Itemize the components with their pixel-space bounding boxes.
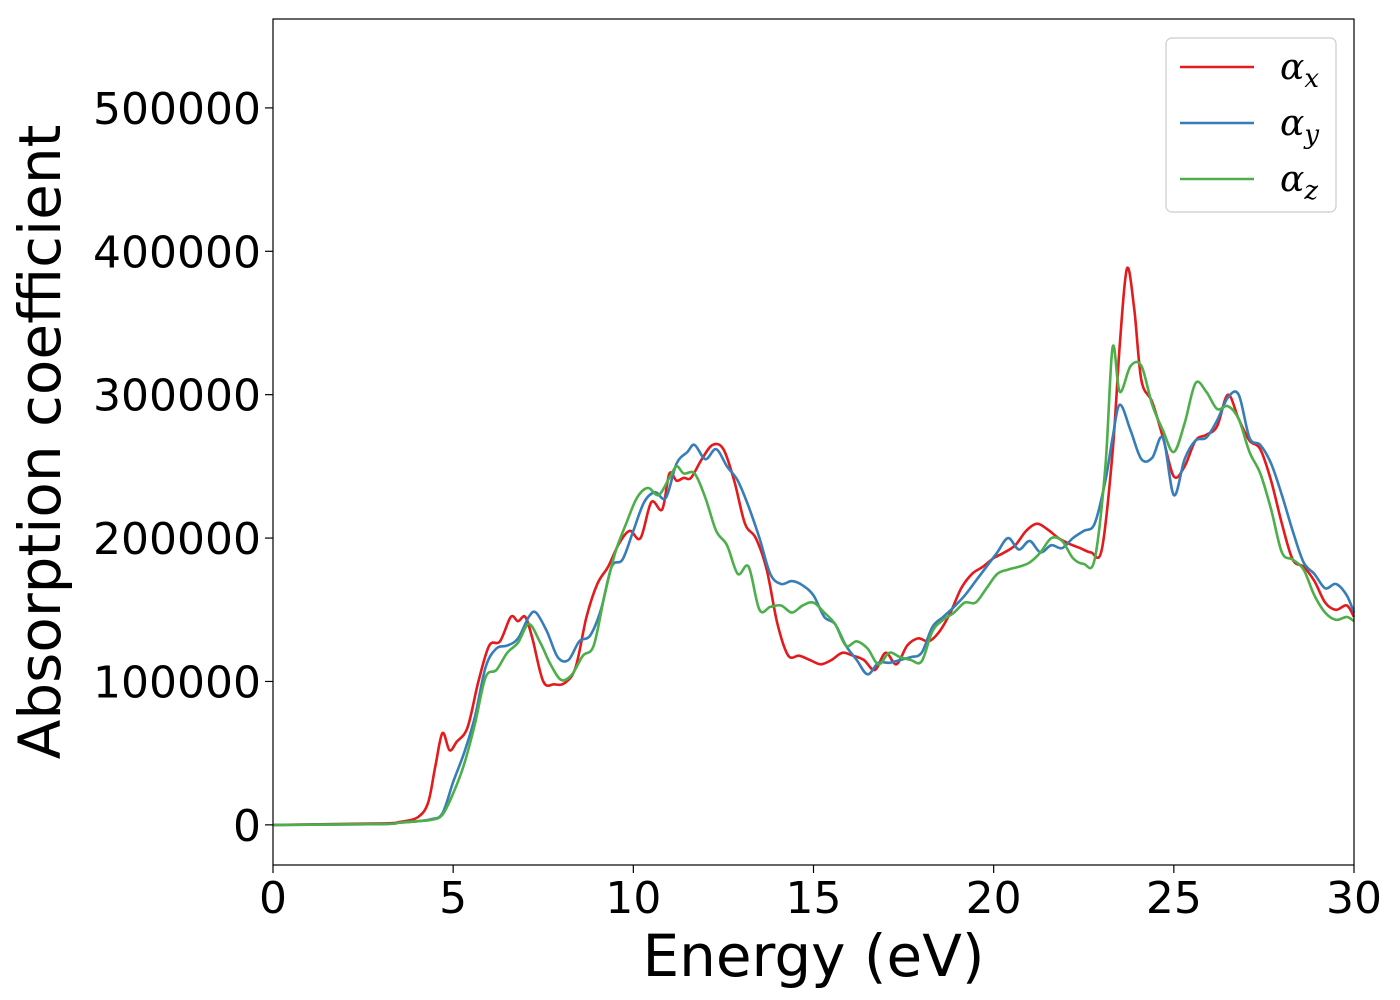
series-line-z (272, 344, 1355, 827)
x-tick-label: 20 (966, 873, 1022, 924)
legend: αx αy αz (1165, 37, 1337, 213)
x-axis-title: Energy (eV) (642, 922, 984, 990)
series-line-x (272, 266, 1356, 827)
x-axis: 0 5 10 15 20 25 30 (259, 865, 1382, 924)
x-tick-label: 5 (439, 873, 467, 924)
y-tick-label: 200000 (93, 514, 261, 565)
legend-label-z: αz (1280, 159, 1318, 206)
y-tick-label: 0 (233, 801, 261, 852)
series-layer (272, 266, 1356, 827)
y-tick-label: 500000 (93, 84, 261, 135)
legend-box (1165, 37, 1337, 213)
y-axis: 0 100000 200000 300000 400000 500000 (93, 84, 273, 852)
x-tick-label: 0 (259, 873, 287, 924)
series-line-y (272, 390, 1356, 827)
y-axis-title: Absorption coefficient (6, 125, 74, 760)
x-tick-label: 15 (786, 873, 842, 924)
legend-label-x: αx (1280, 47, 1319, 94)
y-tick-label: 300000 (93, 371, 261, 422)
y-tick-label: 100000 (93, 657, 261, 708)
x-tick-label: 25 (1146, 873, 1202, 924)
y-tick-label: 400000 (93, 227, 261, 278)
legend-label-y: αy (1280, 103, 1319, 150)
x-tick-label: 30 (1326, 873, 1382, 924)
x-tick-label: 10 (605, 873, 661, 924)
